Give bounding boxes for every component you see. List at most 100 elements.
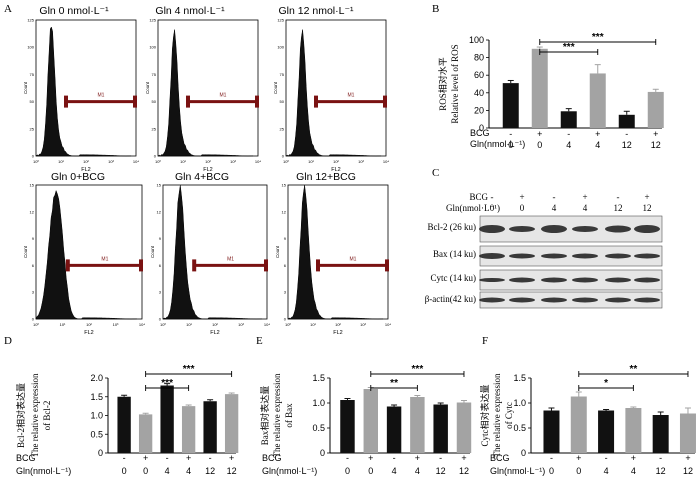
significance-stars: ***	[592, 32, 604, 43]
x-bcg-value: -	[567, 129, 570, 139]
bar	[160, 385, 174, 453]
flow-y-label: Count	[273, 81, 278, 94]
flow-x-label: FL2	[84, 330, 93, 336]
y-axis-label-cn: Cytc相对表达量	[479, 385, 490, 447]
x-bcg-value: -	[166, 453, 169, 463]
blot-band	[634, 253, 660, 259]
flow-y-tick: 50	[30, 99, 35, 104]
bar	[363, 389, 378, 453]
flow-x-tick: 10³	[360, 322, 366, 327]
y-tick-label: 1.5	[90, 392, 103, 402]
y-tick-label: 0	[320, 448, 325, 458]
flow-y-tick: 0	[282, 154, 285, 159]
flow-x-tick: 10²	[86, 322, 92, 327]
flow-y-tick: 9	[32, 236, 35, 241]
flow-gate-right-cap	[383, 95, 387, 108]
flow-panel-5: M1 FL2 Count 10⁰ 10¹ 10² 10³ 10⁴ 0 3 6 9 12 15	[275, 183, 391, 337]
bar	[625, 408, 642, 453]
blot-row-3	[479, 291, 663, 309]
flow-y-tick: 0	[284, 317, 287, 322]
flow-y-tick: 6	[159, 263, 162, 268]
flow-x-tick: 10⁴	[255, 159, 261, 164]
x-bcg-value: -	[393, 453, 396, 463]
blot-gln-4: 12	[614, 203, 623, 213]
flow-gate-left-cap	[186, 95, 190, 108]
flow-gate-left-cap	[65, 259, 70, 272]
blot-gln-5: 12	[643, 203, 652, 213]
flow-panel-2: M1 FL2 Count 10⁰ 10¹ 10² 10³ 10⁴ 0 25 50 75 100 125	[273, 18, 389, 174]
flow-y-tick: 3	[284, 290, 287, 295]
flow-x-label: FL2	[333, 330, 342, 336]
x-bcg-value: +	[537, 129, 542, 139]
blot-band	[509, 297, 535, 303]
y-axis-label-en: Relative level of ROS	[450, 44, 460, 123]
flow-y-tick: 25	[280, 126, 285, 131]
flow-y-tick: 3	[32, 290, 35, 295]
x-gln-value: 4	[415, 466, 420, 476]
y-axis-label-en: The relative expression	[492, 373, 502, 457]
bar	[203, 401, 217, 453]
x-bcg-value: +	[143, 453, 148, 463]
blot-gln-label: Gln(nmol·L⁻¹)	[446, 203, 500, 213]
flow-panel-0: M1 FL2 Count 10⁰ 10¹ 10² 10³ 10⁴ 0 25 50 75 100 125	[23, 18, 139, 174]
significance-stars: ***	[161, 378, 173, 389]
flow-y-tick: 0	[159, 317, 162, 322]
bar	[386, 406, 402, 453]
flow-y-label: Count	[145, 81, 150, 94]
flow-x-tick: 10²	[212, 322, 218, 327]
bar	[618, 114, 635, 128]
flow-panel-3: M1 FL2 Count 10⁰ 10¹ 10² 10³ 10⁴ 0 3 6 9 12 15	[23, 183, 145, 337]
y-axis-label-en-2: of Cytc	[504, 402, 514, 429]
x-gln-value: 0	[549, 466, 554, 476]
flow-x-tick: 10³	[108, 159, 114, 164]
flow-y-tick: 75	[30, 72, 35, 77]
x-bcg-value: +	[576, 453, 581, 463]
flow-gate-right-cap	[139, 259, 143, 272]
x-gln-value: 4	[165, 466, 170, 476]
flow-y-tick: 15	[157, 183, 162, 188]
flow-x-tick: 10⁴	[383, 159, 389, 164]
x-bcg-value: +	[595, 129, 600, 139]
flow-x-tick: 10³	[358, 159, 364, 164]
blot-band	[572, 277, 598, 283]
x-row-label-gln: Gln(nmol·L⁻¹)	[470, 139, 525, 149]
blot-band	[541, 277, 567, 283]
blot-band-label-cytc: Cytc (14 ku)	[431, 273, 477, 283]
flow-y-tick: 75	[280, 72, 285, 77]
blot-band	[541, 253, 567, 259]
x-row-label-gln: Gln(nmol·L⁻¹)	[16, 466, 71, 476]
flow-gate-left-cap	[64, 95, 68, 108]
blot-band	[634, 297, 660, 303]
flow-gate-label: M1	[220, 93, 227, 99]
x-bcg-value: +	[685, 453, 690, 463]
panel-letter-b: B	[432, 3, 439, 15]
blot-band	[479, 225, 505, 233]
flow-y-tick: 6	[284, 263, 287, 268]
flow-histogram	[287, 185, 384, 320]
x-bcg-value: +	[461, 453, 466, 463]
western-blot	[479, 215, 663, 309]
flow-title-gln4: Gln 4 nmol·L⁻¹	[155, 5, 225, 17]
flow-x-tick: 10³	[230, 159, 236, 164]
blot-gln-3: 4	[583, 203, 588, 213]
y-axis-label-en-2: of Bax	[284, 403, 294, 428]
x-gln-value: 4	[566, 140, 571, 150]
bar	[138, 414, 153, 453]
flow-x-tick: 10¹	[308, 159, 314, 164]
bar-chart-b: 020406080100-0+0-4+4-12+12******BCGGln(n…	[437, 32, 664, 150]
flow-y-tick: 9	[284, 236, 287, 241]
x-bcg-value: +	[653, 129, 658, 139]
blot-gln-1: 0	[520, 203, 525, 213]
x-bcg-value: +	[368, 453, 373, 463]
flow-gate-right-cap	[133, 95, 137, 108]
flow-x-tick: 10¹	[310, 322, 316, 327]
x-gln-value: 12	[436, 466, 446, 476]
flow-x-tick: 10²	[333, 159, 339, 164]
flow-x-tick: 10⁴	[133, 159, 139, 164]
y-tick-label: 1.5	[513, 373, 526, 383]
flow-x-tick: 10¹	[186, 322, 192, 327]
blot-band	[479, 278, 505, 282]
flow-x-label: FL2	[210, 330, 219, 336]
bar-chart-f: 00.51.01.5-0+0-4+4-12+12***BCGGln(nmol·L…	[479, 364, 696, 476]
